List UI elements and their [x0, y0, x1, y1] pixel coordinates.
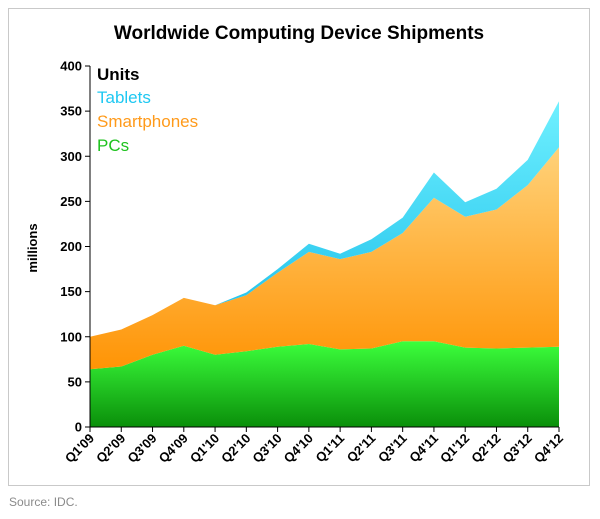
- x-tick-label: Q2'12: [468, 431, 503, 466]
- y-tick-label: 300: [60, 149, 82, 164]
- legend-item-pcs: PCs: [97, 136, 129, 155]
- chart-title: Worldwide Computing Device Shipments: [114, 23, 484, 44]
- legend: Units Tablets Smartphones PCs: [97, 65, 198, 155]
- area-series-pcs: [90, 341, 559, 427]
- x-tick-label: Q3'11: [375, 431, 410, 466]
- x-tick-label: Q1'11: [312, 431, 347, 466]
- x-tick-label: Q2'09: [93, 431, 128, 466]
- x-tick-label: Q4'12: [531, 431, 566, 466]
- y-tick-label: 200: [60, 239, 82, 254]
- y-tick-label: 0: [75, 420, 82, 435]
- x-tick-label: Q1'12: [437, 431, 472, 466]
- legend-title: Units: [97, 65, 140, 84]
- y-tick-label: 350: [60, 104, 82, 119]
- y-axis-label: millions: [25, 223, 40, 272]
- x-tick-label: Q2'11: [344, 431, 379, 466]
- y-tick-label: 250: [60, 194, 82, 209]
- y-tick-label: 50: [68, 374, 82, 389]
- x-tick-label: Q3'10: [249, 431, 284, 466]
- chart-frame: Worldwide Computing Device Shipments mil…: [8, 8, 590, 486]
- x-tick-label: Q3'09: [124, 431, 159, 466]
- x-tick-label: Q4'10: [281, 431, 316, 466]
- source-note: Source: IDC.: [9, 495, 78, 509]
- x-tick-label: Q3'12: [500, 431, 535, 466]
- legend-item-smartphones: Smartphones: [97, 112, 198, 131]
- legend-item-tablets: Tablets: [97, 88, 151, 107]
- y-tick-label: 400: [60, 59, 82, 74]
- y-tick-label: 150: [60, 284, 82, 299]
- x-tick-label: Q4'11: [406, 431, 441, 466]
- x-tick-label: Q4'09: [156, 431, 191, 466]
- x-tick-label: Q2'10: [218, 431, 253, 466]
- y-tick-label: 100: [60, 329, 82, 344]
- chart: Worldwide Computing Device Shipments mil…: [25, 23, 566, 466]
- x-tick-label: Q1'10: [187, 431, 222, 466]
- area-series-smartphones: [90, 147, 559, 370]
- x-tick-label: Q1'09: [62, 431, 97, 466]
